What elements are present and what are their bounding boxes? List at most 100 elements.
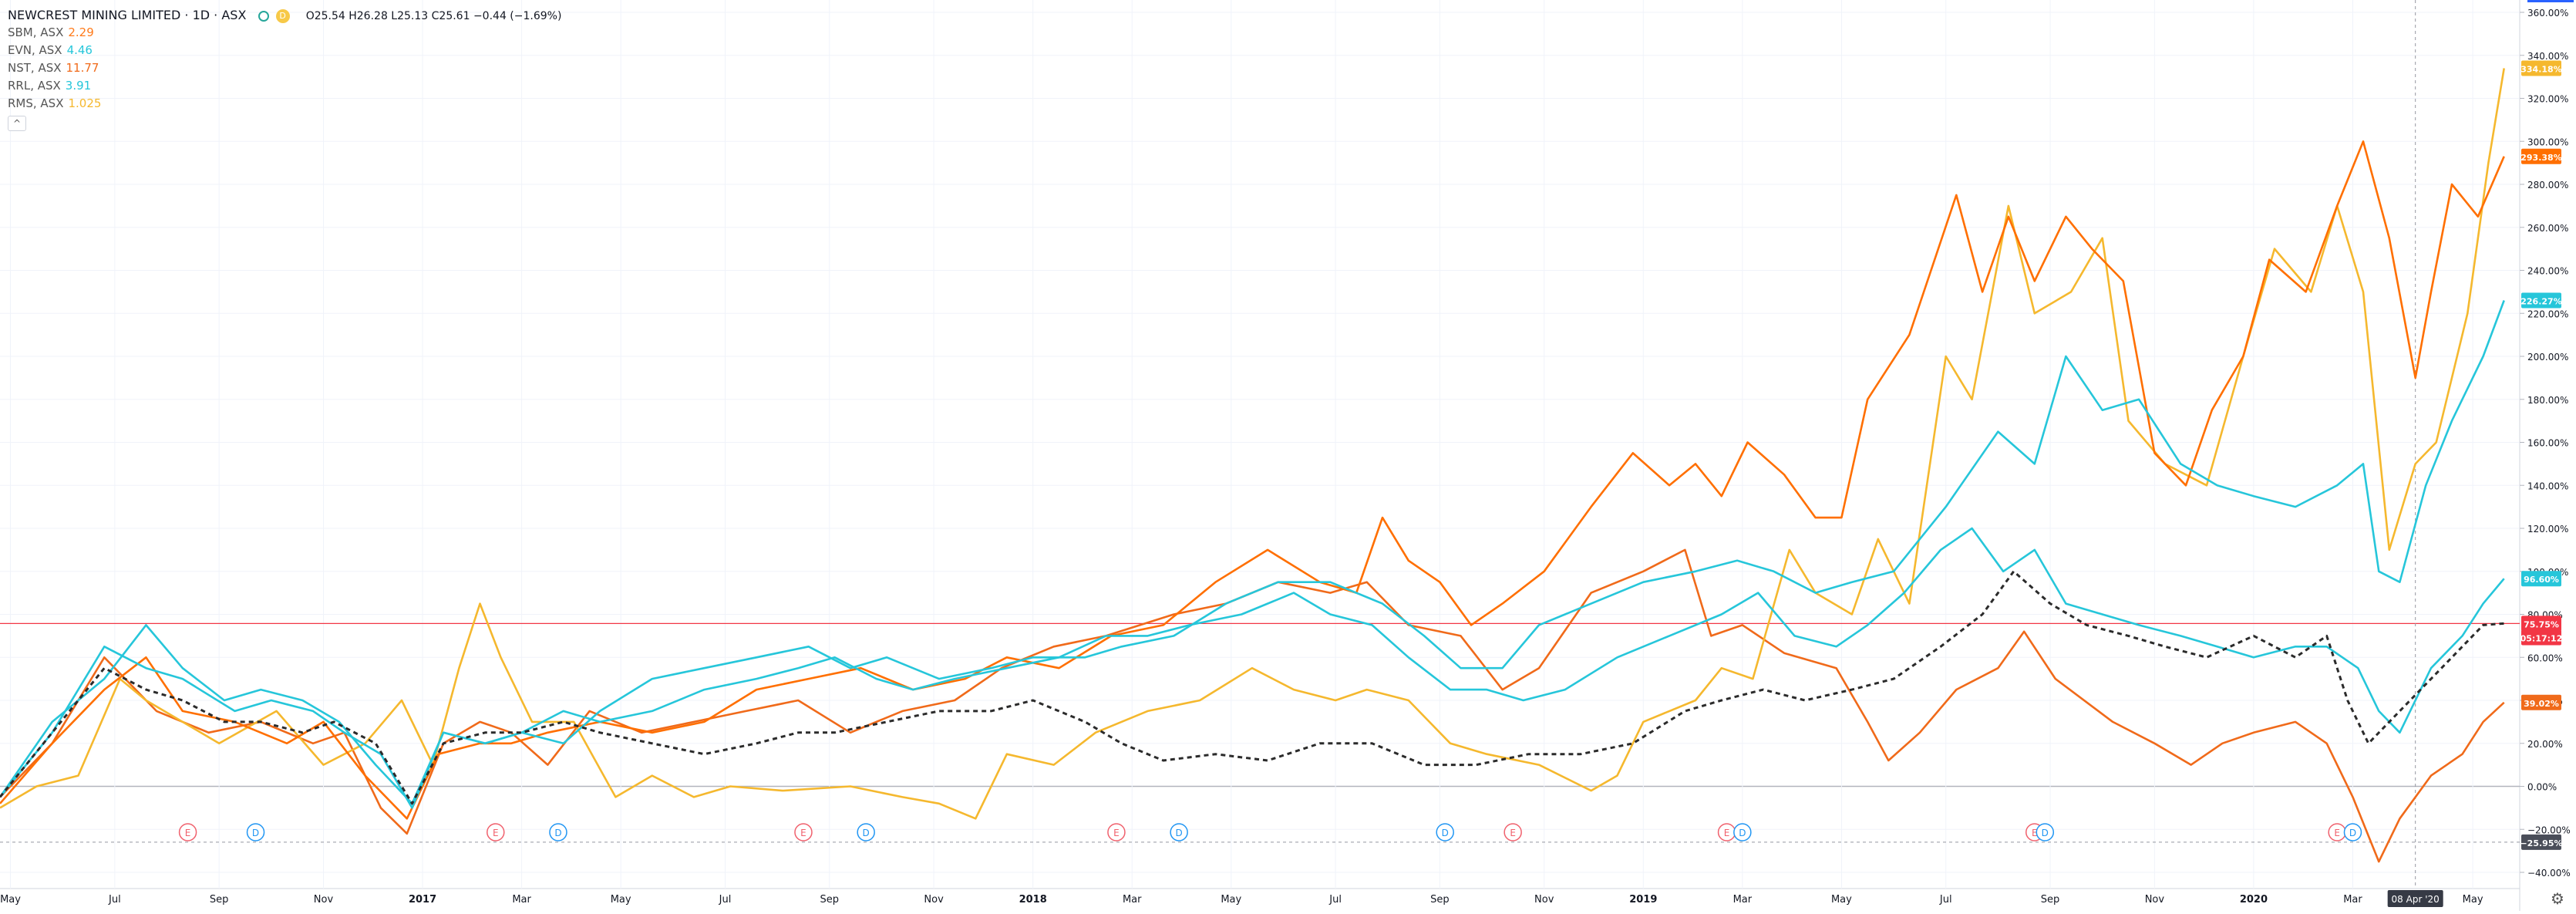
cursor-date-label: 08 Apr '20 <box>2392 894 2440 905</box>
gear-icon[interactable]: ⚙ <box>2551 889 2564 908</box>
last-value-tag-bg <box>2521 292 2561 309</box>
series-line-sbm[interactable] <box>0 548 2505 863</box>
last-value-tag: 39.02% <box>2524 699 2559 709</box>
dividend-marker[interactable] <box>549 823 567 841</box>
x-tick-label: Sep <box>210 894 229 906</box>
event-marker-label: E <box>185 828 191 838</box>
ohlc-values: O25.54 H26.28 L25.13 C25.61 −0.44 (−1.69… <box>305 10 562 22</box>
y-tick-label: 260.00% <box>2527 223 2568 234</box>
x-tick-label: Nov <box>924 894 944 906</box>
plot-background <box>0 0 2520 889</box>
x-tick-label: Mar <box>1733 894 1753 906</box>
collapse-legend-button[interactable]: ^ <box>8 116 26 131</box>
y-tick-label: 280.00% <box>2527 180 2568 191</box>
main-symbol-row[interactable]: NEWCREST MINING LIMITED · 1D · ASX D O25… <box>8 6 561 24</box>
x-tick-label: May <box>0 894 21 906</box>
y-tick-label: 240.00% <box>2527 266 2568 277</box>
legend-symbol: EVN, ASX <box>8 43 62 57</box>
x-tick-label: May <box>1221 894 1241 906</box>
x-tick-label: Mar <box>512 894 531 906</box>
symbol-title[interactable]: NEWCREST MINING LIMITED · 1D · ASX <box>8 8 247 22</box>
legend-symbol: SBM, ASX <box>8 25 64 39</box>
cursor-date-bg <box>2387 890 2443 907</box>
x-tick-label: Mar <box>2343 894 2362 906</box>
dividend-marker[interactable] <box>1170 823 1188 841</box>
current-price-tag-bg <box>2521 616 2561 632</box>
last-value-tag-bg <box>2521 694 2561 710</box>
y-tick-label: 320.00% <box>2527 94 2568 105</box>
y-tick-label: 60.00% <box>2527 653 2563 663</box>
legend-symbol: NST, ASX <box>8 61 62 75</box>
x-tick-label: 2017 <box>409 894 436 906</box>
min-value-tag: −25.95% <box>2520 838 2562 848</box>
event-marker-label: E <box>800 828 806 838</box>
y-tick-label: 180.00% <box>2527 395 2568 406</box>
earnings-marker[interactable] <box>794 823 813 841</box>
legend-value: 3.91 <box>65 79 92 93</box>
x-tick-label: May <box>1831 894 1852 906</box>
event-marker-label: D <box>1739 828 1746 838</box>
x-tick-label: Jul <box>1328 894 1342 906</box>
y-tick-label: 360.00% <box>2527 8 2568 19</box>
earnings-marker[interactable] <box>1504 823 1522 841</box>
earnings-marker[interactable] <box>1107 823 1126 841</box>
last-value-tag-bg <box>2521 60 2561 76</box>
last-value-tag: 293.38% <box>2520 153 2561 163</box>
last-value-tag: 334.18% <box>2520 64 2561 74</box>
legend-value: 1.025 <box>68 96 102 110</box>
event-marker-label: D <box>2042 828 2049 838</box>
legend-value: 2.29 <box>68 25 94 39</box>
legend-value: 4.46 <box>66 43 93 57</box>
x-tick-label: Mar <box>1123 894 1142 906</box>
earnings-marker[interactable] <box>178 823 197 841</box>
dividend-marker[interactable] <box>857 823 875 841</box>
legend: NEWCREST MINING LIMITED · 1D · ASX D O25… <box>8 6 561 131</box>
event-marker-label: D <box>252 828 259 838</box>
dividend-marker[interactable] <box>246 823 265 841</box>
dividend-marker[interactable] <box>2343 823 2362 841</box>
y-tick-label: 220.00% <box>2527 309 2568 319</box>
event-marker-label: E <box>1724 828 1730 838</box>
y-tick-label: 300.00% <box>2527 137 2568 147</box>
y-tick-label: 0.00% <box>2527 782 2557 793</box>
series-line-rms[interactable] <box>0 68 2505 820</box>
last-value-tag: 226.27% <box>2520 297 2561 307</box>
legend-row-rms[interactable]: RMS, ASX 1.025 <box>8 95 561 113</box>
legend-row-sbm[interactable]: SBM, ASX 2.29 <box>8 24 561 42</box>
x-tick-label: Nov <box>314 894 334 906</box>
y-tick-label: −20.00% <box>2527 825 2571 835</box>
event-marker-label: D <box>1176 828 1183 838</box>
legend-row-rrl[interactable]: RRL, ASX 3.91 <box>8 77 561 95</box>
x-tick-label: Nov <box>2145 894 2165 906</box>
last-value-tag-bg <box>2521 148 2561 164</box>
top-accent-bar <box>2527 0 2574 2</box>
y-tick-label: 140.00% <box>2527 481 2568 491</box>
y-tick-label: 200.00% <box>2527 352 2568 363</box>
series-line-rrl[interactable] <box>0 527 2505 805</box>
event-marker-label: D <box>863 828 870 838</box>
x-tick-label: Jul <box>108 894 121 906</box>
legend-row-evn[interactable]: EVN, ASX 4.46 <box>8 42 561 59</box>
dividend-marker[interactable] <box>1733 823 1752 841</box>
legend-row-nst[interactable]: NST, ASX 11.77 <box>8 59 561 77</box>
y-tick-label: 120.00% <box>2527 524 2568 535</box>
earnings-marker[interactable] <box>487 823 505 841</box>
y-tick-label: −40.00% <box>2527 868 2571 879</box>
x-tick-label: 2019 <box>1629 894 1657 906</box>
x-tick-label: Sep <box>2041 894 2060 906</box>
last-value-tag-bg <box>2521 571 2561 587</box>
legend-symbol: RRL, ASX <box>8 79 61 93</box>
legend-value: 11.77 <box>66 61 99 75</box>
series-line-ncm[interactable] <box>0 570 2504 805</box>
y-tick-label: 340.00% <box>2527 51 2568 62</box>
dividend-marker[interactable] <box>2036 823 2055 841</box>
event-marker-label: D <box>1442 828 1449 838</box>
x-tick-label: Sep <box>1430 894 1450 906</box>
x-tick-label: 2020 <box>2240 894 2268 906</box>
event-marker-label: E <box>1510 828 1516 838</box>
dividend-marker[interactable] <box>1436 823 1454 841</box>
x-tick-label: Jul <box>719 894 732 906</box>
event-marker-label: E <box>493 828 499 838</box>
